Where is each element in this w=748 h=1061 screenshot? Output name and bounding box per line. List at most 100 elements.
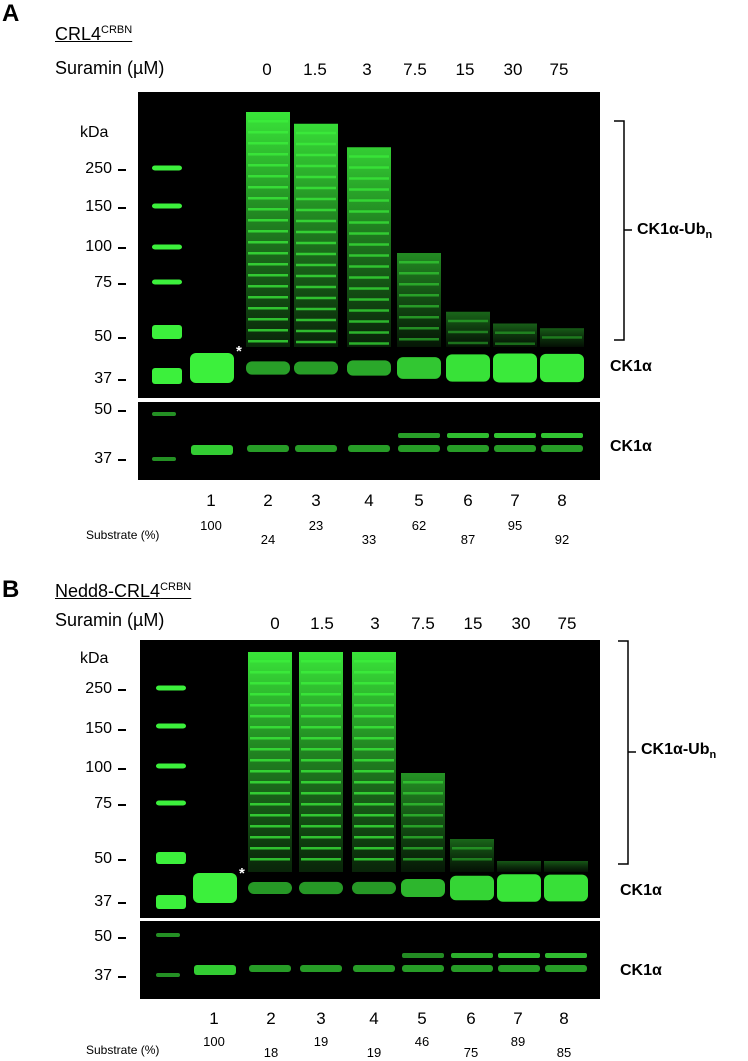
ubiquitin-band [248,131,288,134]
ladder-band [156,723,186,729]
ubiquitin-band [495,342,535,345]
substrate-band [450,875,494,901]
ubiquitin-band [349,342,389,345]
mw-tick [118,859,126,861]
ubiquitin-band [250,858,290,861]
substrate-value: 33 [361,532,377,547]
substrate-band [401,878,445,898]
ubiquitin-band [403,847,443,850]
ubiquitin-band [248,164,288,167]
ubiquitin-band [354,825,394,828]
ladder-band [152,279,182,285]
mw-tick [118,410,126,412]
ladder-band [156,685,186,691]
ubiquitin-band [301,781,341,784]
substrate-label: Substrate (%) [86,1043,160,1057]
ubiquitin-band [296,153,336,157]
ubiquitin-smear [352,652,396,872]
substrate-band [294,361,338,375]
ubiquitin-band [349,331,389,334]
mw-marker-label: 50 [94,928,112,945]
loading-band [541,445,583,452]
ubiquitin-band [301,660,341,663]
loading-band [191,445,233,455]
ubiquitin-band [399,316,439,319]
ubiquitin-band [296,318,336,322]
ubiquitin-band [403,803,443,806]
ubiquitin-band [349,232,389,235]
upper-band [494,433,536,438]
construct-superscript: CRBN [101,24,133,36]
mw-tick [118,902,126,904]
ubiquitin-band [403,858,443,861]
substrate-label: Substrate (%) [86,528,160,542]
ubiquitin-band [448,341,488,345]
lane-number: 4 [369,1009,379,1028]
ladder-band [152,325,182,339]
substrate-band [347,360,391,376]
loading-band [398,445,440,452]
ubiquitin-smear [540,328,584,347]
loading-band [348,445,390,452]
ubiquitin-band [248,219,288,222]
ub-label-text: CK1α-Ub [637,221,706,238]
upper-band [447,433,489,438]
ladder-band [152,203,182,209]
ubiquitin-band [248,296,288,299]
ubiquitin-band [248,197,288,200]
ubiquitin-band [248,142,288,145]
mw-marker-label: 150 [85,720,112,737]
ubiquitin-band [250,737,290,740]
concentration-label: 0 [262,60,272,79]
substrate-band [540,353,584,383]
ubiquitin-band [354,759,394,762]
ubiquitin-band [399,327,439,330]
mw-tick [118,283,126,285]
ubiquitin-band [354,847,394,850]
mw-tick [118,689,126,691]
mw-marker-label: 100 [85,759,112,776]
upper-band [398,433,440,438]
ubiquitin-band [349,287,389,290]
ub-conjugate-label: CK1α-Ubn [641,741,716,761]
substrate-value: 62 [411,518,427,533]
ubiquitin-band [354,682,394,685]
ubiquitin-band [301,693,341,696]
loading-band [451,965,493,972]
ubiquitin-band [296,241,336,245]
loading-band [194,965,236,975]
mw-marker-label: 50 [94,850,112,867]
substrate-band [544,874,588,902]
upper-band [402,953,444,958]
ubiquitin-band [296,252,336,256]
ubiquitin-smear [347,147,391,347]
substrate-band [497,874,541,902]
substrate-value: 100 [200,518,222,533]
ladder-band [156,973,180,977]
ubiquitin-band [399,261,439,264]
ubiquitin-band [399,305,439,308]
ubiquitin-band [448,330,488,334]
ubiquitin-band [542,336,582,339]
ubiquitin-band [250,792,290,795]
concentration-label: 75 [549,60,569,79]
ubiquitin-band [250,671,290,674]
ubiquitin-band [354,814,394,817]
ladder-band [156,895,186,909]
mw-tick [118,976,126,978]
ubiquitin-band [403,825,443,828]
lane-number: 1 [206,491,216,510]
ladder-band [156,800,186,806]
ubiquitin-band [349,298,389,301]
substrate-value: 23 [308,518,324,533]
lane-number: 1 [209,1009,219,1028]
ubiquitin-band [354,770,394,773]
ubiquitin-smear [299,652,343,872]
mw-marker-label: 37 [94,370,112,387]
ubiquitin-smear [294,123,338,347]
substrate-band [190,353,234,383]
ubiquitin-smear [401,773,445,872]
ubiquitin-band [250,781,290,784]
mw-marker-label: 100 [85,238,112,255]
ubiquitin-band [301,814,341,817]
